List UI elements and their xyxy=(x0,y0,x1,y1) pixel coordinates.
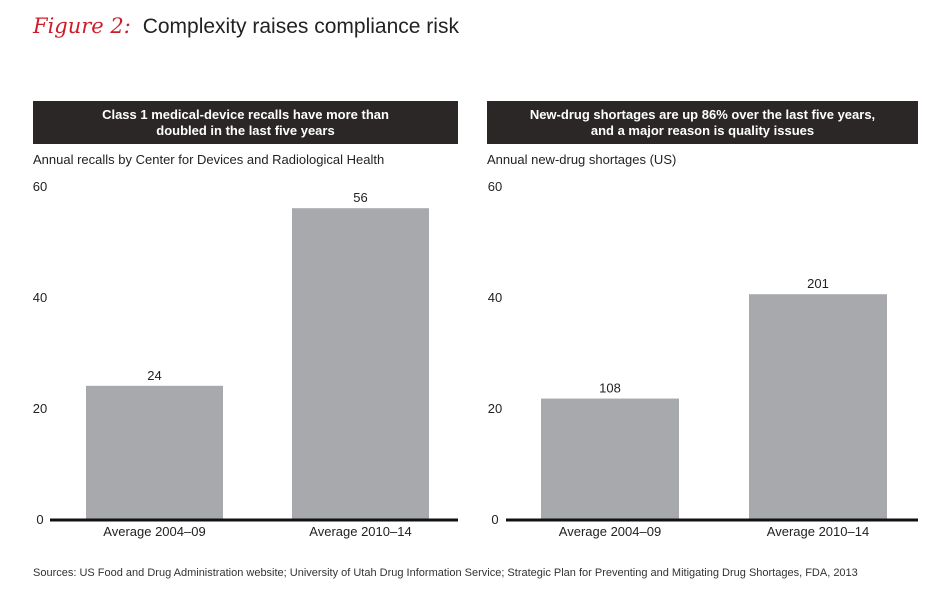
left-panel-subtitle: Annual recalls by Center for Devices and… xyxy=(33,152,385,167)
right-ytick-label: 60 xyxy=(488,179,502,194)
right-banner-line1: New-drug shortages are up 86% over the l… xyxy=(529,106,876,122)
left-data-label: 24 xyxy=(147,368,161,383)
right-ytick-label: 0 xyxy=(491,512,498,527)
left-bar xyxy=(86,385,223,519)
figure-title: Figure 2: Complexity raises compliance r… xyxy=(33,14,459,39)
figure-label: Figure 2: xyxy=(33,14,131,38)
right-ytick-label: 40 xyxy=(488,290,502,305)
right-data-label: 108 xyxy=(599,381,621,396)
left-banner-line1: Class 1 medical-device recalls have more… xyxy=(102,106,389,122)
left-category-label: Average 2010–14 xyxy=(309,524,411,539)
right-ytick-label: 20 xyxy=(488,401,502,416)
left-bar xyxy=(292,208,429,519)
left-ytick-label: 20 xyxy=(33,401,47,416)
left-category-label: Average 2004–09 xyxy=(103,524,205,539)
sources-note: Sources: US Food and Drug Administration… xyxy=(33,567,858,579)
right-banner-line2: and a major reason is quality issues xyxy=(590,122,815,138)
right-panel-subtitle: Annual new-drug shortages (US) xyxy=(487,152,677,167)
right-bar xyxy=(541,398,679,519)
left-panel-banner: Class 1 medical-device recalls have more… xyxy=(33,101,458,144)
right-bar xyxy=(749,294,887,519)
left-ytick-label: 60 xyxy=(33,179,47,194)
left-ytick-label: 40 xyxy=(33,290,47,305)
right-data-label: 201 xyxy=(807,276,829,291)
left-banner-line2: doubled in the last five years xyxy=(156,122,335,138)
left-data-label: 56 xyxy=(353,190,367,205)
right-panel-banner: New-drug shortages are up 86% over the l… xyxy=(487,101,918,144)
left-ytick-label: 0 xyxy=(36,512,43,527)
right-category-label: Average 2010–14 xyxy=(767,524,869,539)
right-category-label: Average 2004–09 xyxy=(559,524,661,539)
figure-heading: Complexity raises compliance risk xyxy=(142,15,459,38)
